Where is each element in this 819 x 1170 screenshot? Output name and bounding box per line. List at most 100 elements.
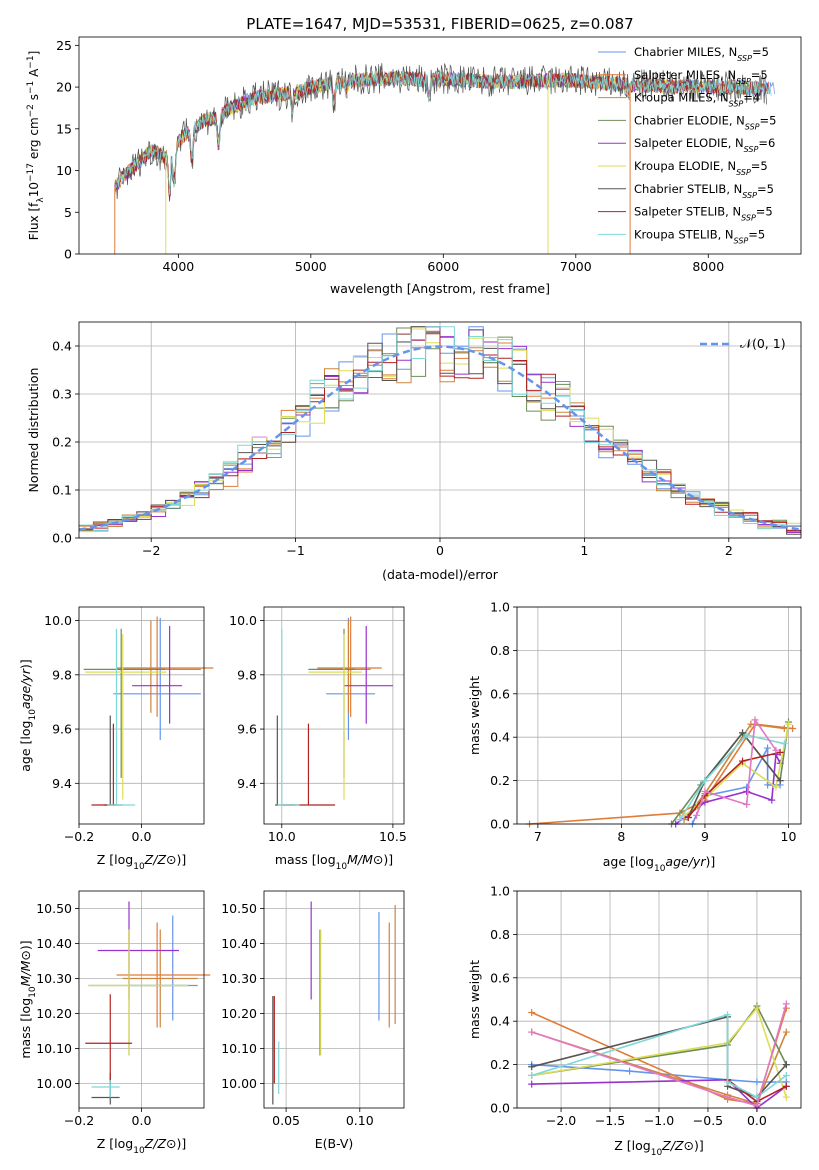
- weight-marker: [528, 1080, 536, 1088]
- weight-marker: [724, 1011, 732, 1019]
- x-axis-label: E(B-V): [315, 1136, 354, 1151]
- x-tick-label: 0: [436, 543, 444, 558]
- weight-marker: [528, 1071, 536, 1079]
- legend-label: Kroupa MILES, NSSP=4: [634, 91, 760, 109]
- weight-marker: [693, 811, 701, 819]
- y-tick-label: 10.10: [36, 1041, 72, 1056]
- y-tick-label: 10.40: [221, 936, 257, 951]
- weight-marker: [724, 1093, 732, 1101]
- weight-marker: [724, 1078, 732, 1086]
- weight-marker: [626, 1067, 634, 1075]
- y-tick-label: 5: [64, 205, 72, 220]
- weight-marker: [743, 731, 751, 739]
- axes-frame: [263, 606, 405, 825]
- x-tick-label: 0.0: [132, 1113, 152, 1128]
- residual-histogram: [79, 326, 801, 533]
- weight-marker: [528, 1028, 536, 1036]
- weight-marker: [782, 1093, 790, 1101]
- y-tick-label: 10: [56, 163, 72, 178]
- weight-marker: [751, 716, 759, 724]
- x-tick-label: −1.0: [644, 1113, 674, 1128]
- x-tick-label: −0.5: [693, 1113, 723, 1128]
- y-tick-label: 10.00: [36, 1076, 72, 1091]
- y-tick-label: 10.0: [44, 613, 72, 628]
- x-tick-label: 8: [617, 829, 625, 844]
- y-tick-label: 10.10: [221, 1041, 257, 1056]
- x-axis-label: (data-model)/error: [382, 567, 499, 582]
- weight-marker: [701, 798, 709, 806]
- axis-label: age [log10age/yr)]: [18, 659, 38, 771]
- y-tick-label: 9.4: [237, 776, 257, 791]
- y-tick-label: 10.50: [221, 901, 257, 916]
- y-tick-label: 10.0: [229, 613, 257, 628]
- legend-label: 𝒩(0, 1): [740, 336, 786, 351]
- y-tick-label: 0.6: [490, 970, 510, 985]
- weight-marker: [684, 813, 692, 821]
- y-tick-label: 20: [56, 80, 72, 95]
- weight-marker: [784, 720, 792, 728]
- weight-marker: [782, 1082, 790, 1090]
- x-tick-label: 7000: [560, 259, 592, 274]
- axes-frame: [516, 606, 802, 825]
- x-tick-label: 6000: [427, 259, 459, 274]
- y-tick-label: 0.0: [52, 531, 72, 546]
- y-axis-label: mass weight: [467, 960, 482, 1039]
- y-tick-label: 10.30: [36, 971, 72, 986]
- y-tick-label: 10.40: [36, 936, 72, 951]
- x-tick-label: 2: [725, 543, 733, 558]
- weight-marker: [772, 783, 780, 791]
- legend-label: Kroupa STELIB, NSSP=5: [634, 227, 765, 245]
- weight-marker: [782, 1000, 790, 1008]
- y-tick-label: 10.30: [221, 971, 257, 986]
- grid-layer: [78, 322, 801, 1109]
- weight-marker: [789, 725, 797, 733]
- weight-marker: [764, 781, 772, 789]
- y-tick-label: 0.0: [490, 1101, 510, 1116]
- y-tick-label: 9.6: [52, 722, 72, 737]
- gaussian-curve: [78, 345, 802, 531]
- weight-marker: [676, 816, 684, 824]
- x-tick-label: 0.0: [132, 829, 152, 844]
- spectrum-line: [114, 71, 772, 196]
- legend-label: Chabrier MILES, NSSP=5: [634, 45, 769, 63]
- y-tick-label: 9.6: [237, 722, 257, 737]
- y-tick-label: 0.4: [490, 1014, 510, 1029]
- axis-label: Z [log10Z/Z⊙)]: [614, 1138, 704, 1158]
- legend-label: Chabrier STELIB, NSSP=5: [634, 182, 774, 200]
- x-tick-label: 7: [534, 829, 542, 844]
- axes-layer: [75, 36, 802, 1112]
- y-axis-label: Normed distribution: [26, 368, 41, 493]
- y-tick-label: 1.0: [490, 600, 510, 615]
- legend-label: Kroupa ELODIE, NSSP=5: [634, 159, 768, 177]
- y-tick-label: 0.8: [490, 927, 510, 942]
- y-tick-label: 10.00: [221, 1076, 257, 1091]
- weight-marker: [776, 777, 784, 785]
- y-tick-label: 0.2: [52, 435, 72, 450]
- weight-marker: [782, 1061, 790, 1069]
- weight-line: [531, 1078, 787, 1110]
- y-tick-label: 10.20: [36, 1006, 72, 1021]
- x-tick-label: 0.0: [747, 1113, 767, 1128]
- weight-marker: [753, 1078, 761, 1086]
- y-tick-label: 9.4: [52, 776, 72, 791]
- weight-marker: [772, 746, 780, 754]
- weight-marker: [764, 744, 772, 752]
- weight-line: [687, 751, 781, 818]
- weight-marker: [747, 720, 755, 728]
- y-tick-label: 0.4: [490, 730, 510, 745]
- data-layer: [78, 63, 802, 1112]
- weight-marker: [743, 800, 751, 808]
- text-layer: 4000 5000 6000 7000 80000510152025wavelength…: [18, 38, 796, 1158]
- weight-marker: [528, 1009, 536, 1017]
- weight-marker: [776, 748, 784, 756]
- axis-label: mass [log10M/M⊙)]: [18, 940, 38, 1058]
- axes-frame: [78, 36, 802, 255]
- legend-label: Salpeter MILES, NSSP=5: [634, 68, 768, 86]
- y-tick-label: 0.8: [490, 643, 510, 658]
- weight-marker: [782, 1028, 790, 1036]
- weight-line: [679, 734, 785, 821]
- weight-marker: [739, 757, 747, 765]
- weight-marker: [701, 787, 709, 795]
- figure-title: PLATE=1647, MJD=53531, FIBERID=0625, z=0…: [246, 15, 633, 33]
- weight-marker: [768, 796, 776, 804]
